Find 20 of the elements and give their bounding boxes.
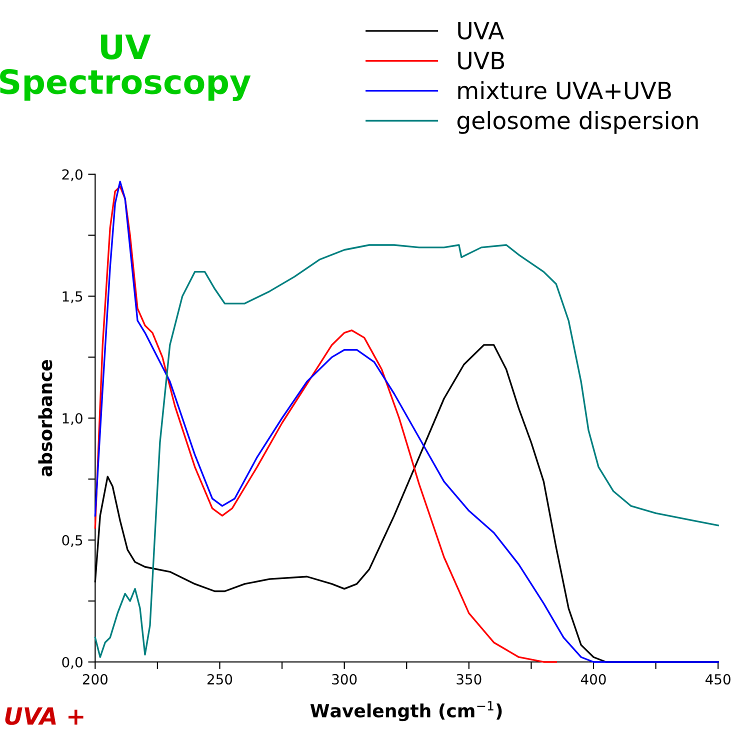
- x-tick-label: 300: [332, 674, 357, 685]
- x-tick-label: 350: [456, 674, 482, 685]
- text: UVA +: [5, 707, 84, 725]
- x-tick-label: 250: [208, 674, 232, 685]
- x-tick-label: 450: [706, 674, 730, 685]
- y-tick-label: 2,0: [62, 169, 82, 182]
- legend-label: UVA: [458, 22, 504, 40]
- chart-title: UV Spectroscopy: [0, 34, 251, 101]
- legend-label: mixture UVA+UVB: [458, 81, 671, 100]
- y-tick-label: 0,0: [62, 656, 82, 669]
- x-tick-label: 400: [580, 674, 606, 685]
- line-series: [94, 186, 557, 663]
- legend-label: gelosome dispersion: [457, 111, 698, 134]
- y-tick-label: 1,5: [62, 291, 82, 304]
- y-axis-title: absorbance: [38, 360, 52, 476]
- y-tick-label: 0,5: [62, 535, 82, 547]
- y-tick-label: 1,0: [62, 413, 82, 426]
- x-tick-label: 200: [82, 674, 108, 685]
- x-axis-title: Wavelength (cm$^{−1}$): [310, 701, 502, 722]
- legend-label: UVB: [458, 52, 504, 70]
